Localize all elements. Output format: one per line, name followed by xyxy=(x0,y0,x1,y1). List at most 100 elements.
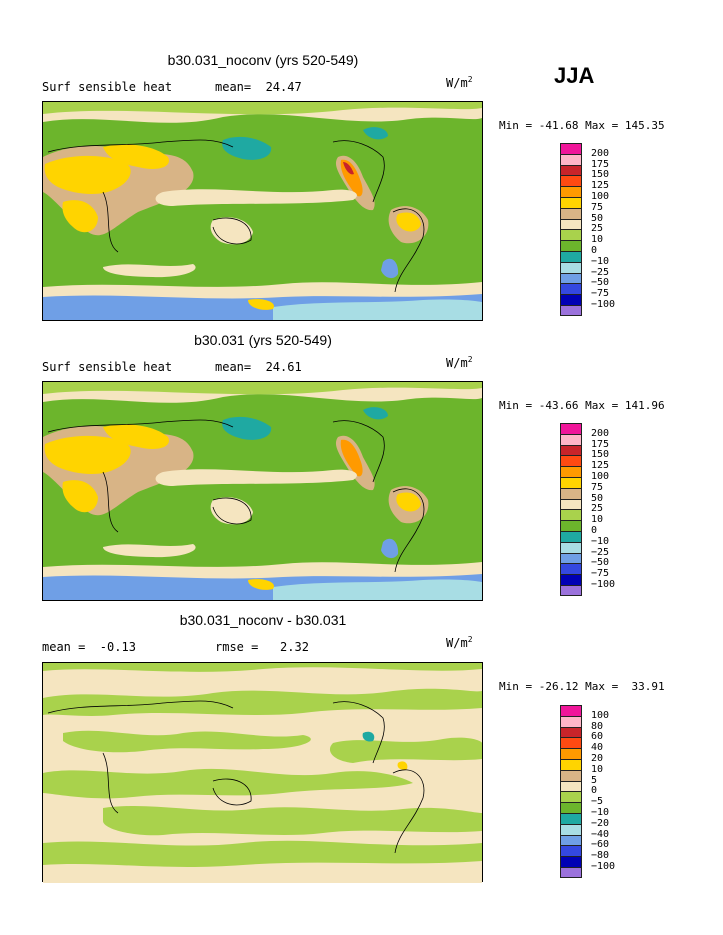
colorbar-swatch xyxy=(560,541,582,553)
colorbar-swatch xyxy=(560,186,582,197)
colorbar-swatch xyxy=(560,433,582,445)
colorbar-tick-label: 175 xyxy=(591,438,610,450)
colorbar-swatch xyxy=(560,498,582,510)
colorbar-swatch xyxy=(560,272,582,284)
panel1-field-label: Surf sensible heat xyxy=(42,80,173,94)
colorbar-tick-label: 80 xyxy=(591,720,604,732)
colorbar-swatch xyxy=(560,466,582,477)
panel2-minmax: Min = -43.66 Max = 141.96 xyxy=(499,399,665,412)
colorbar-tick-label: −75 xyxy=(591,568,610,580)
panel3-mean: mean = -0.13 xyxy=(42,640,136,654)
colorbar-swatch xyxy=(560,715,582,727)
colorbar-tick-label: −50 xyxy=(591,277,610,289)
colorbar-tick-label: 75 xyxy=(591,201,604,213)
colorbar-tick-label: −20 xyxy=(591,817,610,829)
colorbar-tick-label: −100 xyxy=(591,861,616,872)
panel3-units: W/m2 xyxy=(446,635,473,650)
panel2-mean: mean= 24.61 xyxy=(215,360,302,374)
colorbar-swatch xyxy=(560,812,582,824)
colorbar-tick-label: 40 xyxy=(591,742,604,754)
colorbar-swatch xyxy=(560,164,582,176)
colorbar-swatch xyxy=(560,476,582,488)
colorbar-tick-label: −40 xyxy=(591,828,610,840)
colorbar-tick-label: −100 xyxy=(591,579,616,590)
colorbar-swatch xyxy=(560,487,582,499)
panel1-minmax: Min = -41.68 Max = 145.35 xyxy=(499,119,665,132)
colorbar-swatch xyxy=(560,726,582,738)
panel1-units: W/m2 xyxy=(446,75,473,90)
colorbar-swatch xyxy=(560,552,582,564)
panel3-title: b30.031_noconv - b30.031 xyxy=(179,612,347,628)
colorbar-tick-label: 125 xyxy=(591,460,610,472)
colorbar-swatch xyxy=(560,769,582,781)
colorbar-tick-label: 100 xyxy=(591,191,610,202)
colorbar-tick-label: 150 xyxy=(591,449,610,461)
colorbar-swatch xyxy=(560,294,582,305)
colorbar-swatch xyxy=(560,143,582,154)
panel1-title: b30.031_noconv (yrs 520-549) xyxy=(167,52,359,68)
colorbar-swatch xyxy=(560,834,582,846)
colorbar-swatch xyxy=(560,791,582,803)
colorbar-swatch xyxy=(560,509,582,521)
colorbar-tick-label: 50 xyxy=(591,212,604,224)
colorbar-tick-label: −25 xyxy=(591,266,610,278)
colorbar-swatch xyxy=(560,218,582,230)
panel3-minmax: Min = -26.12 Max = 33.91 xyxy=(499,680,665,693)
colorbar-tick-label: −60 xyxy=(591,839,610,851)
colorbar-tick-label: 5 xyxy=(591,774,598,786)
colorbar-swatch xyxy=(560,520,582,531)
colorbar-tick-label: 25 xyxy=(591,223,604,235)
colorbar-swatch xyxy=(560,780,582,792)
panel1-map xyxy=(42,101,483,321)
colorbar-swatch xyxy=(560,261,582,273)
colorbar-swatch xyxy=(560,207,582,219)
colorbar-swatch xyxy=(560,240,582,251)
colorbar-tick-label: 0 xyxy=(591,525,598,536)
colorbar-swatch xyxy=(560,423,582,434)
colorbar-tick-label: 60 xyxy=(591,731,604,743)
colorbar-swatch xyxy=(560,455,582,467)
panel2-field-label: Surf sensible heat xyxy=(42,360,173,374)
colorbar-tick-label: −10 xyxy=(591,807,610,818)
colorbar-tick-label: −5 xyxy=(591,796,604,808)
colorbar-swatch xyxy=(560,856,582,867)
season-label: JJA xyxy=(554,63,595,88)
panel1-mean: mean= 24.47 xyxy=(215,80,302,94)
colorbar-tick-label: −10 xyxy=(591,535,610,547)
colorbar-swatch xyxy=(560,283,582,295)
colorbar-tick-label: 200 xyxy=(591,427,610,439)
panel2-units: W/m2 xyxy=(446,355,473,370)
panel3-map-svg xyxy=(43,663,482,883)
colorbar-swatch xyxy=(560,563,582,575)
colorbar-swatch xyxy=(560,705,582,716)
colorbar-swatch xyxy=(560,196,582,208)
colorbar-swatch xyxy=(560,153,582,165)
colorbar-tick-label: −25 xyxy=(591,546,610,558)
colorbar-swatch xyxy=(560,530,582,542)
colorbar-tick-label: 25 xyxy=(591,503,604,515)
colorbar-swatch xyxy=(560,823,582,835)
colorbar-tick-label: 20 xyxy=(591,753,604,764)
colorbar-tick-label: −10 xyxy=(591,255,610,267)
colorbar-tick-label: 175 xyxy=(591,158,610,170)
panel1-colorbar xyxy=(560,143,582,316)
colorbar-tick-label: −80 xyxy=(591,850,610,862)
colorbar-tick-label: 100 xyxy=(591,471,610,482)
colorbar-tick-label: 10 xyxy=(591,234,604,246)
colorbar-swatch xyxy=(560,229,582,241)
colorbar-tick-label: −75 xyxy=(591,288,610,300)
colorbar-tick-label: 0 xyxy=(591,245,598,256)
colorbar-swatch xyxy=(560,574,582,585)
colorbar-swatch xyxy=(560,845,582,857)
colorbar-tick-label: 125 xyxy=(591,180,610,192)
panel2-title: b30.031 (yrs 520-549) xyxy=(194,332,332,348)
colorbar-swatch xyxy=(560,758,582,770)
panel2-colorbar xyxy=(560,423,582,596)
panel3-colorbar xyxy=(560,705,582,878)
colorbar-tick-label: 150 xyxy=(591,169,610,181)
colorbar-tick-label: 10 xyxy=(591,763,604,775)
colorbar-tick-label: 50 xyxy=(591,492,604,504)
colorbar-tick-label: 10 xyxy=(591,514,604,526)
panel3-rmse: rmse = 2.32 xyxy=(215,640,309,654)
colorbar-tick-label: 100 xyxy=(591,709,610,721)
